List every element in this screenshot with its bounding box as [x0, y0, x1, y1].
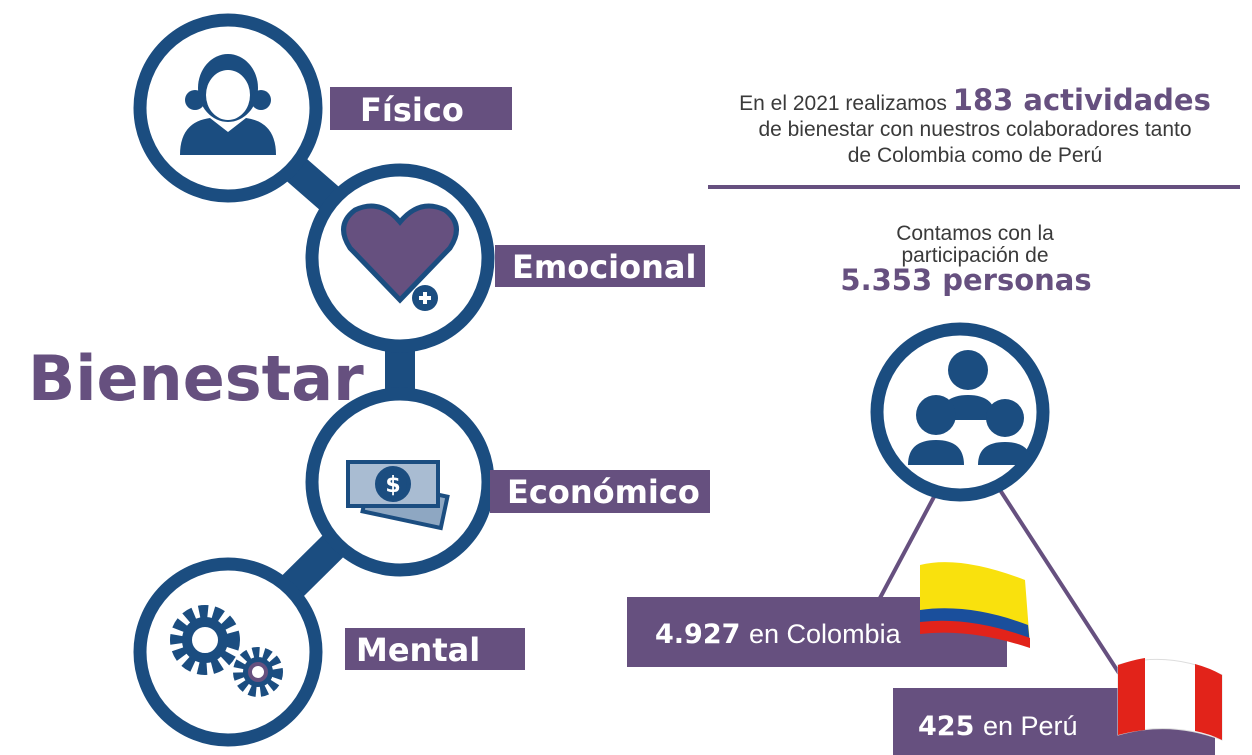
main-title: Bienestar: [28, 342, 364, 415]
peru-flag: [1117, 658, 1223, 741]
summary-line1: En el 2021 realizamos 183 actividades: [739, 83, 1211, 117]
label-economico: Económico: [507, 473, 700, 511]
summary-highlight: 183 actividades: [953, 83, 1211, 117]
colombia-label: en Colombia: [749, 619, 902, 649]
peru-text: 425 en Perú: [918, 711, 1078, 742]
summary-line2: de bienestar con nuestros colaboradores …: [758, 118, 1191, 141]
lines-to-countries: [878, 488, 1132, 692]
label-emocional: Emocional: [512, 248, 696, 286]
colombia-text: 4.927 en Colombia: [655, 619, 902, 650]
peru-number: 425: [918, 711, 974, 742]
label-mental: Mental: [356, 631, 480, 669]
svg-text:$: $: [385, 473, 400, 498]
heart-icon: [341, 203, 459, 311]
peru-label: en Perú: [983, 711, 1078, 741]
participation-line2: participación de: [901, 244, 1048, 267]
label-fisico: Físico: [360, 91, 464, 129]
person-icon: [180, 54, 276, 155]
colombia-number: 4.927: [655, 619, 740, 650]
summary-lead: En el 2021 realizamos: [739, 92, 947, 115]
money-icon: $: [346, 460, 450, 531]
summary-line3: de Colombia como de Perú: [848, 144, 1102, 167]
gears-icon: [170, 605, 283, 697]
participation-highlight: 5.353 personas: [840, 263, 1091, 297]
participation-line1: Contamos con la: [896, 222, 1054, 245]
group-icon: [908, 350, 1032, 465]
colombia-flag: [920, 562, 1030, 648]
label-boxes: [330, 87, 710, 670]
